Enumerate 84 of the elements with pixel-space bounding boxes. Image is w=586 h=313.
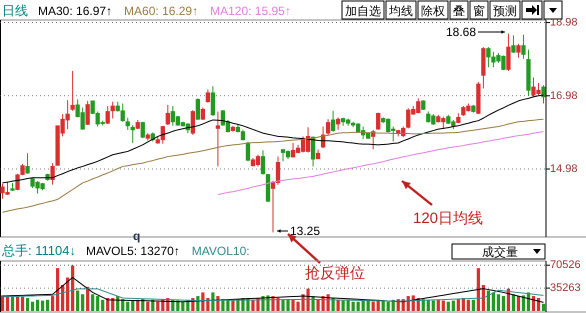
text: 窗 xyxy=(473,4,485,18)
y-tick-label: 70526 xyxy=(550,259,581,272)
candlestick xyxy=(200,107,206,120)
annotation: 18.68 xyxy=(446,25,476,39)
candlestick xyxy=(190,110,196,136)
candlestick xyxy=(130,124,135,144)
bar xyxy=(516,296,520,311)
text: MA120: 15.95↑ xyxy=(210,4,291,18)
annotation: q xyxy=(133,229,140,243)
y-tick-label: 35263 xyxy=(550,282,581,294)
text: 均线 xyxy=(388,4,413,18)
bar xyxy=(316,300,320,311)
y-tick-label: 16.98 xyxy=(550,90,578,102)
candlestick xyxy=(196,98,200,120)
candlestick xyxy=(70,70,75,112)
series-label: MAVOL5: 13270↑ xyxy=(86,244,180,258)
text: MAVOL10: xyxy=(192,244,250,258)
bar xyxy=(466,300,470,311)
bar xyxy=(352,302,355,311)
bar xyxy=(26,298,30,311)
text: 成交量 xyxy=(482,245,518,259)
candlestick xyxy=(541,84,546,104)
bar xyxy=(20,296,24,311)
bar xyxy=(40,300,44,311)
candlestick xyxy=(260,150,266,175)
bar xyxy=(81,294,84,311)
candlestick xyxy=(206,89,210,104)
bar xyxy=(291,300,295,311)
text: 加自选 xyxy=(345,4,381,18)
bar xyxy=(151,300,154,311)
candlestick xyxy=(150,132,155,142)
text: MA30: 16.97↑ xyxy=(38,4,112,18)
candlestick xyxy=(166,104,170,126)
line-series xyxy=(2,288,544,302)
bar xyxy=(46,300,50,311)
candlestick xyxy=(110,101,115,119)
bar xyxy=(342,300,345,311)
candlestick xyxy=(86,100,90,126)
bar xyxy=(36,300,40,311)
bar xyxy=(76,290,80,311)
bar xyxy=(502,296,506,311)
text: 除权 xyxy=(421,4,445,18)
candlestick xyxy=(330,110,336,132)
bar xyxy=(512,294,516,311)
candlestick xyxy=(25,152,30,174)
bar xyxy=(50,296,54,311)
candlestick xyxy=(516,43,521,58)
annotation: 抢反弹位 xyxy=(305,265,365,282)
candlestick xyxy=(511,34,516,54)
line-series xyxy=(217,131,544,196)
chart-title: 日线 xyxy=(2,3,28,18)
bar xyxy=(141,299,144,311)
candlestick xyxy=(336,116,340,130)
candlestick xyxy=(126,117,130,130)
bar xyxy=(136,300,140,311)
candlestick xyxy=(216,111,220,167)
candlestick xyxy=(326,118,330,136)
bar xyxy=(542,304,546,311)
annotation: 13.25 xyxy=(290,224,320,238)
bar xyxy=(30,302,34,311)
candlestick xyxy=(210,86,216,116)
bar xyxy=(231,300,235,311)
bar xyxy=(10,296,14,311)
text: 叠 xyxy=(453,4,465,18)
annotation: 120日均线 xyxy=(413,210,484,227)
candlestick xyxy=(376,112,380,130)
bar xyxy=(492,292,496,311)
bar xyxy=(86,286,90,311)
y-tick-label: 14.98 xyxy=(550,163,578,176)
bar xyxy=(296,302,300,311)
candlestick xyxy=(140,121,145,139)
bar xyxy=(496,294,500,311)
candlestick xyxy=(521,34,526,60)
bar xyxy=(476,268,480,311)
text: 预测 xyxy=(493,4,517,18)
text: MA60: 16.29↑ xyxy=(124,4,198,18)
bar xyxy=(146,302,150,311)
bar xyxy=(281,300,285,311)
bar xyxy=(472,300,475,311)
candlestick xyxy=(106,106,110,124)
candlestick xyxy=(421,100,426,111)
candlestick xyxy=(506,33,511,72)
bar xyxy=(16,296,20,311)
chart-title: 总手: 11104↓ xyxy=(1,243,76,258)
